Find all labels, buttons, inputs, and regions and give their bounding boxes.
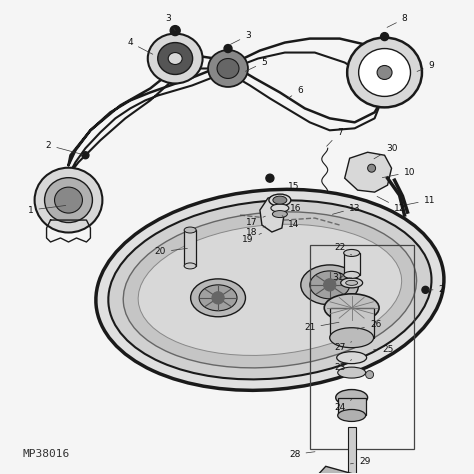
Text: 14: 14 [282,216,300,228]
Text: 28: 28 [289,450,315,459]
Polygon shape [314,466,374,474]
Ellipse shape [199,285,237,311]
Ellipse shape [168,53,182,64]
Ellipse shape [138,224,401,356]
Ellipse shape [35,168,102,233]
Text: 25: 25 [374,345,393,354]
Ellipse shape [344,249,360,256]
Ellipse shape [336,390,368,405]
Bar [347,428,356,474]
Circle shape [381,33,389,41]
Text: 26: 26 [357,320,381,329]
Polygon shape [260,195,285,232]
Bar [337,398,365,416]
Circle shape [82,152,89,159]
Text: 2: 2 [46,141,83,155]
Text: 19: 19 [242,233,262,245]
Ellipse shape [273,196,287,204]
Text: 7: 7 [327,128,343,146]
Text: 1: 1 [28,205,66,215]
Text: 9: 9 [417,61,434,72]
Circle shape [212,292,224,304]
Ellipse shape [273,210,287,218]
Polygon shape [345,152,392,192]
Text: 12: 12 [377,196,405,212]
Ellipse shape [208,50,248,87]
Text: 31: 31 [332,273,352,283]
Ellipse shape [337,410,365,421]
Ellipse shape [184,263,196,269]
Text: 4: 4 [128,38,153,54]
Text: 3: 3 [165,14,175,31]
Ellipse shape [184,227,196,233]
Ellipse shape [301,265,359,305]
Text: 15: 15 [282,182,300,194]
Bar [310,245,414,449]
Text: 11: 11 [407,196,435,205]
Ellipse shape [346,281,358,285]
Text: 21: 21 [304,322,339,332]
Ellipse shape [109,201,431,379]
Text: 13: 13 [332,204,360,214]
Bar [344,253,360,275]
Text: 24: 24 [334,400,352,412]
Text: 30: 30 [374,144,397,159]
Bar [184,230,196,266]
Text: 23: 23 [334,360,352,372]
Text: 22: 22 [334,244,352,255]
Circle shape [422,286,429,293]
Bar [330,308,374,337]
Ellipse shape [344,272,360,278]
Ellipse shape [158,43,192,74]
Circle shape [224,45,232,53]
Circle shape [266,174,274,182]
Circle shape [170,26,180,36]
Ellipse shape [347,37,422,108]
Ellipse shape [269,194,291,206]
Ellipse shape [341,278,363,288]
Text: 20: 20 [155,247,187,256]
Ellipse shape [359,48,410,96]
Text: 5: 5 [246,58,267,71]
Circle shape [368,164,375,172]
Ellipse shape [310,271,350,299]
Ellipse shape [337,367,365,378]
Ellipse shape [337,352,366,364]
Ellipse shape [45,178,92,222]
Text: 29: 29 [350,457,370,466]
Ellipse shape [55,187,82,213]
Ellipse shape [96,189,444,390]
Ellipse shape [191,279,246,317]
Text: 18: 18 [246,226,265,237]
Circle shape [324,279,336,291]
Ellipse shape [271,204,289,212]
Text: 6: 6 [287,86,303,99]
Ellipse shape [148,34,202,83]
Ellipse shape [377,65,392,80]
Text: 27: 27 [334,342,352,352]
Text: 8: 8 [387,14,407,27]
Text: 3: 3 [230,31,251,45]
Ellipse shape [123,212,417,368]
Text: 17: 17 [246,216,265,227]
Text: 16: 16 [283,204,301,212]
Ellipse shape [324,294,379,322]
Text: MP38016: MP38016 [23,449,70,459]
Ellipse shape [217,58,239,79]
Circle shape [365,371,374,379]
Ellipse shape [330,328,374,347]
Text: 10: 10 [383,168,415,178]
Text: 2: 2 [428,285,444,294]
